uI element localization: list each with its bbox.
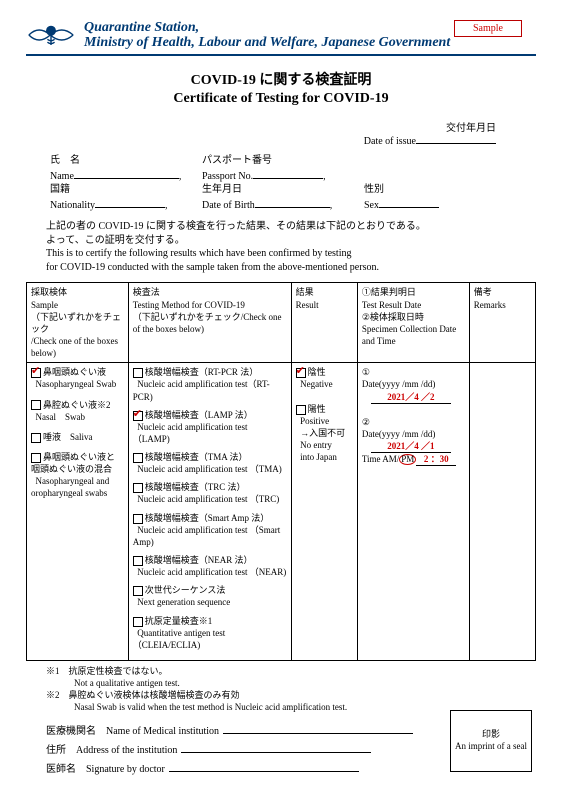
sample-option: 唾液 Saliva bbox=[31, 431, 124, 443]
seal-box: 印影 An imprint of a seal bbox=[450, 710, 532, 772]
result-date-value: 2021／4 ／2 bbox=[371, 391, 451, 404]
ministry-logo-icon bbox=[26, 18, 76, 52]
header-line1: Quarantine Station, bbox=[84, 20, 450, 35]
sex-label-jp: 性別 bbox=[364, 184, 384, 195]
para-jp1: 上記の者の COVID-19 に関する検査を行った結果、その結果は下記のとおりで… bbox=[46, 220, 516, 234]
name-label-jp: 氏 名 bbox=[50, 155, 80, 166]
sample-checkbox[interactable] bbox=[31, 433, 41, 443]
result-cell: 陰性 Negative 陽性 Positive →入国不可 No entry i… bbox=[291, 363, 357, 661]
method-option: 核酸増幅検査（RT-PCR 法） Nucleic acid amplificat… bbox=[133, 366, 287, 402]
method-checkbox[interactable] bbox=[133, 483, 143, 493]
col-result-header: 結果Result bbox=[291, 283, 357, 363]
col-sample-header: 採取検体 Sample （下記いずれかをチェック /Check one of t… bbox=[27, 283, 129, 363]
method-checkbox[interactable] bbox=[133, 586, 143, 596]
col-remarks-header: 備考Remarks bbox=[469, 283, 535, 363]
dob-label-en: Date of Birth bbox=[202, 200, 255, 211]
date-of-issue: 交付年月日 Date of issue bbox=[26, 122, 536, 148]
date-issue-jp: 交付年月日 bbox=[26, 122, 496, 135]
sample-checkbox[interactable] bbox=[31, 368, 41, 378]
page: Sample Quarantine Station, Ministry of H… bbox=[0, 0, 562, 800]
remarks-cell bbox=[469, 363, 535, 661]
method-checkbox[interactable] bbox=[133, 368, 143, 378]
collection-date-value: 2021／4 ／1 bbox=[371, 440, 451, 453]
method-option: 抗原定量検査※1 Quantitative antigen test（CLEIA… bbox=[133, 615, 287, 651]
title-en: Certificate of Testing for COVID-19 bbox=[26, 90, 536, 108]
time-value: 2 ：30 bbox=[416, 453, 456, 466]
seal-jp: 印影 bbox=[482, 729, 500, 741]
date-issue-en: Date of issue bbox=[364, 136, 416, 147]
para-en2: for COVID-19 conducted with the sample t… bbox=[46, 261, 516, 275]
method-checkbox[interactable] bbox=[133, 514, 143, 524]
header-title: Quarantine Station, Ministry of Health, … bbox=[84, 20, 450, 51]
negative-checkbox[interactable] bbox=[296, 368, 306, 378]
footnotes: ※1 抗原定性検査ではない。 Not a qualitative antigen… bbox=[46, 665, 524, 714]
method-cell: 核酸増幅検査（RT-PCR 法） Nucleic acid amplificat… bbox=[128, 363, 291, 661]
sex-label-en: Sex bbox=[364, 200, 379, 211]
address-label: 住所 Address of the institution bbox=[46, 745, 177, 756]
sample-checkbox[interactable] bbox=[31, 453, 41, 463]
title-jp: COVID-19 に関する検査証明 bbox=[26, 72, 536, 90]
note1-en: Not a qualitative antigen test. bbox=[46, 677, 524, 689]
positive-checkbox[interactable] bbox=[296, 405, 306, 415]
method-option: 核酸増幅検査（Smart Amp 法） Nucleic acid amplifi… bbox=[133, 512, 287, 548]
sample-badge: Sample bbox=[454, 20, 522, 37]
method-checkbox[interactable] bbox=[133, 411, 143, 421]
col-date-header: ①結果判明日Test Result Date ②検体採取日時Specimen C… bbox=[357, 283, 469, 363]
sample-checkbox[interactable] bbox=[31, 400, 41, 410]
method-checkbox[interactable] bbox=[133, 617, 143, 627]
method-checkbox[interactable] bbox=[133, 556, 143, 566]
sample-cell: 鼻咽頭ぬぐい液 Nasopharyngeal Swab 鼻腔ぬぐい液※2 Nasa… bbox=[27, 363, 129, 661]
passport-label-jp: パスポート番号 bbox=[202, 155, 272, 166]
note2-jp: ※2 鼻腔ぬぐい液検体は核酸増幅検査のみ有効 bbox=[46, 689, 524, 701]
nat-label-en: Nationality bbox=[50, 200, 95, 211]
para-jp2: よって、この証明を交付する。 bbox=[46, 234, 516, 248]
certificate-table: 採取検体 Sample （下記いずれかをチェック /Check one of t… bbox=[26, 282, 536, 661]
method-option: 核酸増幅検査（NEAR 法） Nucleic acid amplificatio… bbox=[133, 554, 287, 578]
note1-jp: ※1 抗原定性検査ではない。 bbox=[46, 665, 524, 677]
date-issue-line bbox=[416, 143, 496, 144]
method-option: 核酸増幅検査（TMA 法） Nucleic acid amplification… bbox=[133, 451, 287, 475]
sample-option: 鼻咽頭ぬぐい液 Nasopharyngeal Swab bbox=[31, 366, 124, 390]
method-option: 核酸増幅検査（LAMP 法） Nucleic acid amplificatio… bbox=[133, 409, 287, 445]
method-option: 次世代シーケンス法 Next generation sequence bbox=[133, 584, 287, 608]
document-title: COVID-19 に関する検査証明 Certificate of Testing… bbox=[26, 72, 536, 108]
header-line2: Ministry of Health, Labour and Welfare, … bbox=[84, 35, 450, 50]
institution-label: 医療機関名 Name of Medical institution bbox=[46, 726, 219, 737]
certification-text: 上記の者の COVID-19 に関する検査を行った結果、その結果は下記のとおりで… bbox=[46, 220, 516, 274]
sample-option: 鼻腔ぬぐい液※2 Nasal Swab bbox=[31, 399, 124, 423]
signature-label: 医師名 Signature by doctor bbox=[46, 764, 165, 775]
date-cell: ① Date(yyyy /mm /dd) 2021／4 ／2 ② Date(yy… bbox=[357, 363, 469, 661]
personal-info: 氏 名 Name, パスポート番号 Passport No., 国籍 Natio… bbox=[50, 154, 512, 212]
dob-label-jp: 生年月日 bbox=[202, 184, 242, 195]
para-en1: This is to certify the following results… bbox=[46, 247, 516, 261]
sample-option: 鼻咽頭ぬぐい液と咽頭ぬぐい液の混合 Nasopharyngeal and oro… bbox=[31, 451, 124, 500]
method-checkbox[interactable] bbox=[133, 453, 143, 463]
method-option: 核酸増幅検査（TRC 法） Nucleic acid amplification… bbox=[133, 481, 287, 505]
nat-label-jp: 国籍 bbox=[50, 184, 70, 195]
pm-circle: PM bbox=[399, 454, 416, 465]
seal-en: An imprint of a seal bbox=[455, 741, 527, 753]
passport-label-en: Passport No. bbox=[202, 171, 253, 182]
col-method-header: 検査法 Testing Method for COVID-19 （下記いずれかを… bbox=[128, 283, 291, 363]
name-label-en: Name bbox=[50, 171, 74, 182]
